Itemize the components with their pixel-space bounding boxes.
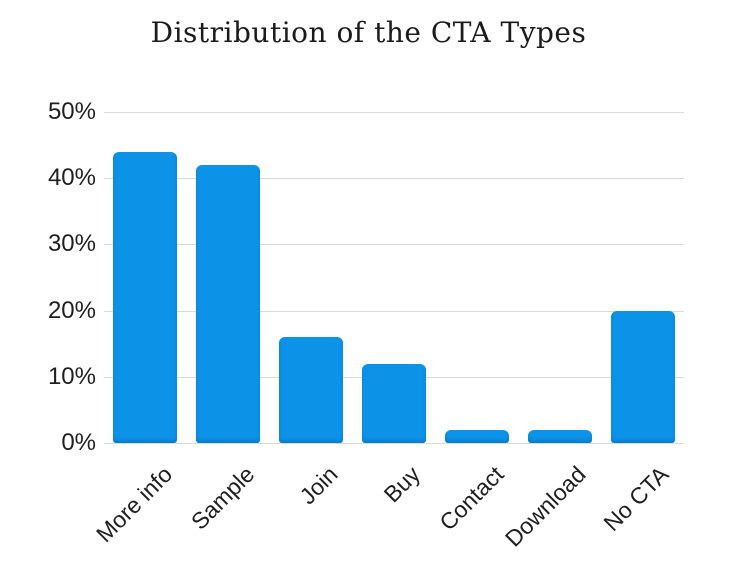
gridline [104,443,684,444]
gridline [104,178,684,180]
x-axis-tick-label-join: Join [294,461,343,510]
y-axis-tick-label: 50% [47,98,96,125]
bar-buy [362,363,426,443]
x-axis-tick-label-no-cta: No CTA [598,461,674,537]
y-axis-tick-label: 0% [61,429,96,456]
x-axis-tick-label-buy: Buy [378,461,426,508]
x-axis-tick-label-sample: Sample [186,461,260,535]
x-axis-tick-label-more-info: More info [90,461,177,548]
bar-more-info [113,151,178,443]
bar-download [527,429,592,443]
gridline [104,310,684,312]
gridline [104,244,684,246]
chart-title: Distribution of the CTA Types [150,16,587,49]
x-axis-tick-label-download: Download [500,461,592,552]
y-axis-tick-label: 40% [47,164,96,192]
y-axis-tick-label: 20% [47,296,96,324]
y-axis-tick-label: 10% [47,362,96,390]
plot-area [104,112,684,444]
bar-contact [444,429,509,443]
gridline [104,112,684,113]
bar-join [279,337,344,443]
x-axis-tick-label-contact: Contact [433,461,509,536]
bar-sample [196,164,261,443]
bar-no-cta [610,310,675,443]
y-axis-tick-label: 30% [47,230,96,258]
